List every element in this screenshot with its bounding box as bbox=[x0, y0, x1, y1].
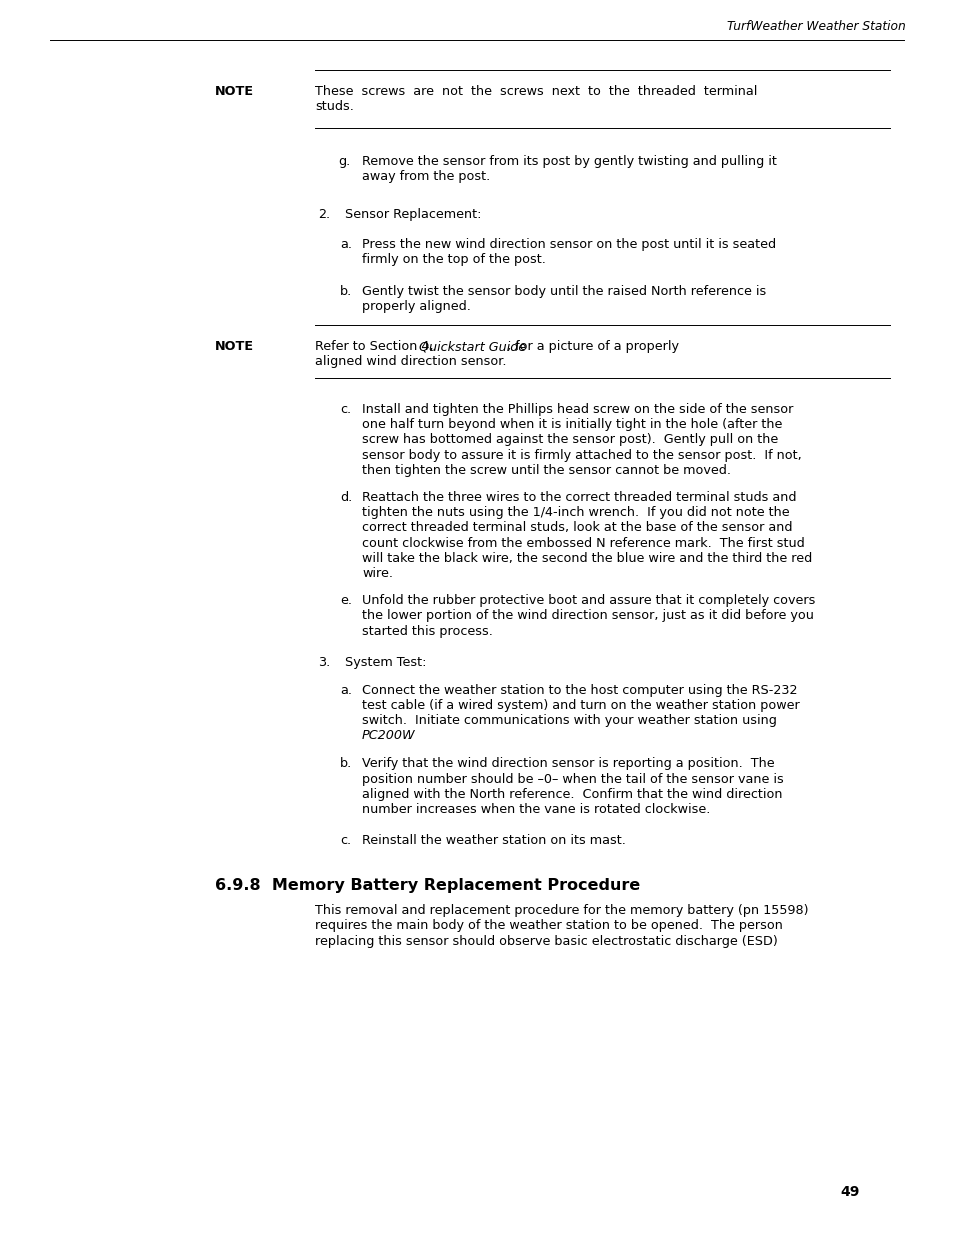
Text: wire.: wire. bbox=[361, 567, 393, 580]
Text: 2.: 2. bbox=[317, 207, 330, 221]
Text: Reinstall the weather station on its mast.: Reinstall the weather station on its mas… bbox=[361, 834, 625, 847]
Text: b.: b. bbox=[339, 285, 352, 298]
Text: Reattach the three wires to the correct threaded terminal studs and: Reattach the three wires to the correct … bbox=[361, 492, 796, 504]
Text: c.: c. bbox=[339, 834, 351, 847]
Text: Install and tighten the Phillips head screw on the side of the sensor: Install and tighten the Phillips head sc… bbox=[361, 403, 793, 416]
Text: switch.  Initiate communications with your weather station using: switch. Initiate communications with you… bbox=[361, 714, 776, 727]
Text: test cable (if a wired system) and turn on the weather station power: test cable (if a wired system) and turn … bbox=[361, 699, 799, 713]
Text: Press the new wind direction sensor on the post until it is seated: Press the new wind direction sensor on t… bbox=[361, 238, 776, 251]
Text: a.: a. bbox=[339, 684, 352, 697]
Text: aligned with the North reference.  Confirm that the wind direction: aligned with the North reference. Confir… bbox=[361, 788, 781, 800]
Text: replacing this sensor should observe basic electrostatic discharge (ESD): replacing this sensor should observe bas… bbox=[314, 935, 777, 947]
Text: NOTE: NOTE bbox=[214, 85, 253, 98]
Text: screw has bottomed against the sensor post).  Gently pull on the: screw has bottomed against the sensor po… bbox=[361, 433, 778, 446]
Text: c.: c. bbox=[339, 403, 351, 416]
Text: count clockwise from the embossed N reference mark.  The first stud: count clockwise from the embossed N refe… bbox=[361, 536, 804, 550]
Text: studs.: studs. bbox=[314, 100, 354, 114]
Text: Connect the weather station to the host computer using the RS-232: Connect the weather station to the host … bbox=[361, 684, 797, 697]
Text: Unfold the rubber protective boot and assure that it completely covers: Unfold the rubber protective boot and as… bbox=[361, 594, 815, 608]
Text: correct threaded terminal studs, look at the base of the sensor and: correct threaded terminal studs, look at… bbox=[361, 521, 792, 535]
Text: TurfWeather Weather Station: TurfWeather Weather Station bbox=[726, 20, 904, 33]
Text: .: . bbox=[407, 730, 411, 742]
Text: Verify that the wind direction sensor is reporting a position.  The: Verify that the wind direction sensor is… bbox=[361, 757, 774, 771]
Text: a.: a. bbox=[339, 238, 352, 251]
Text: These  screws  are  not  the  screws  next  to  the  threaded  terminal: These screws are not the screws next to … bbox=[314, 85, 757, 98]
Text: g.: g. bbox=[337, 156, 350, 168]
Text: 49: 49 bbox=[840, 1186, 859, 1199]
Text: d.: d. bbox=[339, 492, 352, 504]
Text: properly aligned.: properly aligned. bbox=[361, 300, 471, 314]
Text: Sensor Replacement:: Sensor Replacement: bbox=[345, 207, 481, 221]
Text: e.: e. bbox=[339, 594, 352, 608]
Text: Gently twist the sensor body until the raised North reference is: Gently twist the sensor body until the r… bbox=[361, 285, 765, 298]
Text: away from the post.: away from the post. bbox=[361, 170, 490, 183]
Text: the lower portion of the wind direction sensor, just as it did before you: the lower portion of the wind direction … bbox=[361, 609, 813, 622]
Text: 3.: 3. bbox=[317, 656, 330, 669]
Text: NOTE: NOTE bbox=[214, 340, 253, 353]
Text: This removal and replacement procedure for the memory battery (pn 15598): This removal and replacement procedure f… bbox=[314, 904, 807, 918]
Text: then tighten the screw until the sensor cannot be moved.: then tighten the screw until the sensor … bbox=[361, 464, 730, 477]
Text: started this process.: started this process. bbox=[361, 625, 493, 637]
Text: Quickstart Guide: Quickstart Guide bbox=[418, 340, 526, 353]
Text: 6.9.8  Memory Battery Replacement Procedure: 6.9.8 Memory Battery Replacement Procedu… bbox=[214, 878, 639, 893]
Text: aligned wind direction sensor.: aligned wind direction sensor. bbox=[314, 356, 506, 368]
Text: one half turn beyond when it is initially tight in the hole (after the: one half turn beyond when it is initiall… bbox=[361, 419, 781, 431]
Text: PC200W: PC200W bbox=[361, 730, 416, 742]
Text: tighten the nuts using the 1/4-inch wrench.  If you did not note the: tighten the nuts using the 1/4-inch wren… bbox=[361, 506, 789, 519]
Text: position number should be –0– when the tail of the sensor vane is: position number should be –0– when the t… bbox=[361, 773, 783, 785]
Text: , for a picture of a properly: , for a picture of a properly bbox=[506, 340, 679, 353]
Text: sensor body to assure it is firmly attached to the sensor post.  If not,: sensor body to assure it is firmly attac… bbox=[361, 448, 801, 462]
Text: firmly on the top of the post.: firmly on the top of the post. bbox=[361, 253, 545, 267]
Text: Remove the sensor from its post by gently twisting and pulling it: Remove the sensor from its post by gentl… bbox=[361, 156, 776, 168]
Text: will take the black wire, the second the blue wire and the third the red: will take the black wire, the second the… bbox=[361, 552, 811, 564]
Text: System Test:: System Test: bbox=[345, 656, 426, 669]
Text: number increases when the vane is rotated clockwise.: number increases when the vane is rotate… bbox=[361, 803, 710, 816]
Text: b.: b. bbox=[339, 757, 352, 771]
Text: Refer to Section 4,: Refer to Section 4, bbox=[314, 340, 437, 353]
Text: requires the main body of the weather station to be opened.  The person: requires the main body of the weather st… bbox=[314, 919, 782, 932]
